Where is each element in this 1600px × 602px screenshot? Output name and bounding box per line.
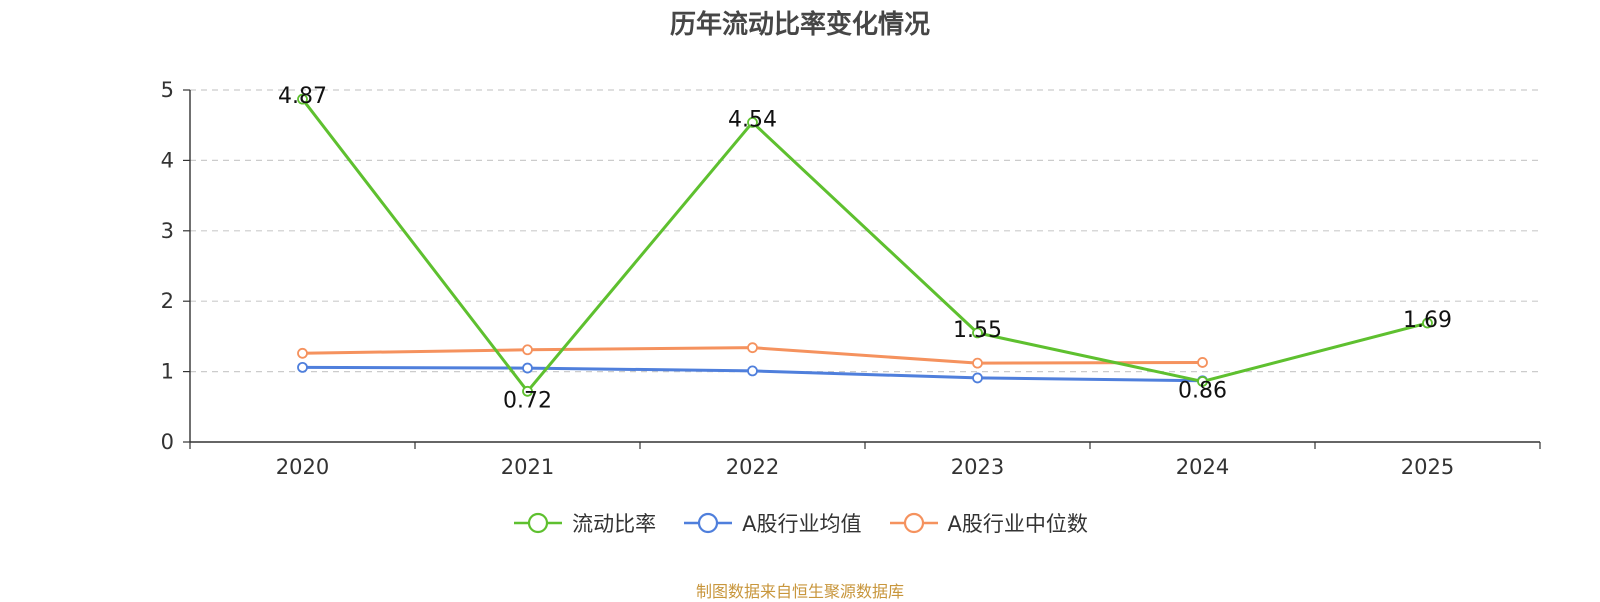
x-tick-label: 2025 [1401, 455, 1454, 479]
legend-swatch-icon [514, 512, 563, 534]
data-label: 1.55 [953, 318, 1002, 343]
chart-title: 历年流动比率变化情况 [669, 10, 930, 40]
y-tick-label: 3 [161, 219, 174, 243]
data-point [297, 361, 308, 373]
data-point [747, 365, 758, 377]
legend-swatch-icon [684, 512, 733, 534]
legend-swatch-marker [903, 512, 924, 534]
legend-item[interactable]: A股行业中位数 [888, 508, 1088, 538]
y-tick-label: 1 [161, 360, 174, 384]
x-tick-label: 2022 [726, 455, 779, 479]
legend-swatch-marker [698, 512, 719, 534]
data-label: 0.72 [503, 388, 552, 413]
data-labels: 4.87 0.72 4.54 1.55 0.86 1.69 [278, 84, 1452, 413]
data-point [1197, 376, 1208, 387]
legend: 流动比率 A股行业均值 A股行业中位数 [0, 508, 1600, 538]
data-point [1422, 317, 1433, 329]
grid-lines [190, 89, 1540, 373]
legend-label: A股行业中位数 [947, 512, 1088, 536]
data-point [972, 372, 983, 384]
data-label: 4.87 [278, 84, 327, 109]
data-label: 4.54 [728, 107, 777, 132]
legend-item[interactable]: 流动比率 [512, 508, 656, 538]
data-point [747, 116, 758, 128]
series-line [301, 98, 1428, 393]
y-tick-label: 0 [161, 430, 174, 454]
legend-label: 流动比率 [572, 512, 657, 536]
data-point [522, 344, 533, 356]
series-layer [297, 93, 1433, 397]
x-tick-label: 2023 [951, 455, 1004, 479]
data-point [972, 327, 983, 339]
y-tick-label: 5 [161, 78, 174, 102]
data-point [297, 347, 308, 359]
axes: 0 1 2 3 4 5 2020 2021 2022 2023 2024 2025 [161, 78, 1541, 479]
data-point [297, 93, 308, 105]
source-note: 制图数据来自恒生聚源数据库 [695, 582, 904, 601]
data-point [972, 357, 983, 369]
legend-swatch-marker [528, 512, 549, 534]
legend-swatch-icon [889, 512, 938, 534]
y-tick-label: 4 [161, 148, 174, 172]
legend-item[interactable]: A股行业均值 [682, 508, 862, 538]
legend-label: A股行业均值 [742, 512, 862, 536]
data-point [747, 342, 758, 354]
x-tick-label: 2020 [276, 455, 329, 479]
y-tick-label: 2 [161, 289, 174, 313]
data-label: 1.69 [1403, 308, 1452, 333]
x-tick-label: 2024 [1176, 455, 1229, 479]
data-point [522, 362, 533, 374]
data-point [1197, 357, 1208, 368]
x-tick-label: 2021 [501, 455, 554, 479]
data-label: 0.86 [1178, 378, 1227, 403]
data-point [522, 385, 533, 397]
